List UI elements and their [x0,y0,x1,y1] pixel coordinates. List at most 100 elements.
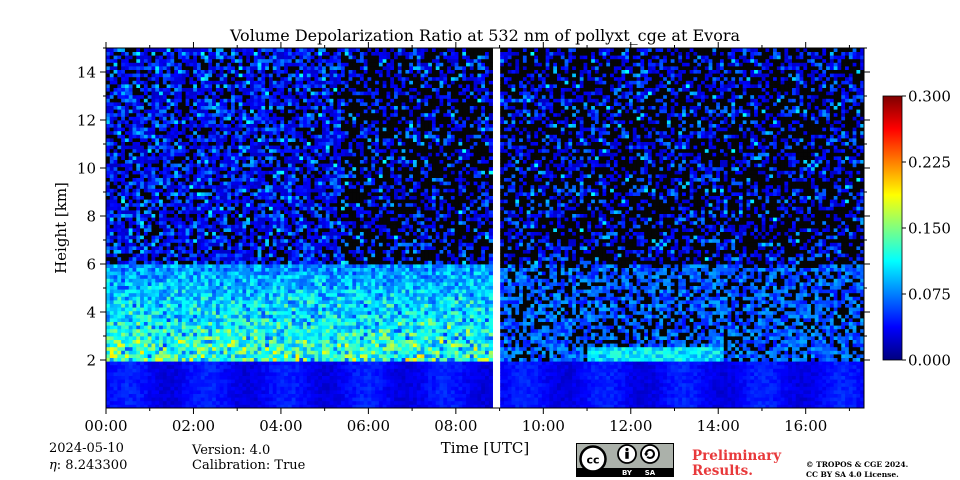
heatmap-cell [121,138,126,142]
heatmap-cell [261,256,266,261]
heatmap-cell [109,249,114,254]
heatmap-cell [215,364,221,369]
heatmap-cell [174,228,179,232]
heatmap-cell [265,109,270,114]
heatmap-cell [132,307,137,312]
heatmap-cell [265,238,270,243]
heatmap-cell [181,397,186,402]
heatmap-cell [117,127,122,132]
heatmap-cell [208,382,213,387]
heatmap-cell [265,397,270,402]
heatmap-cell [231,170,236,175]
heatmap-cell [234,66,240,70]
heatmap-cell [231,48,236,52]
heatmap-cell [208,76,213,81]
heatmap-cell [250,289,255,294]
heatmap-cell [143,282,149,286]
heatmap-cell [227,325,232,330]
heatmap-cell [238,390,243,394]
heatmap-cell [155,274,160,279]
heatmap-cell [166,58,171,63]
heatmap-cell [136,253,141,258]
heatmap-cell [246,163,251,168]
heatmap-cell [276,325,281,330]
heatmap-cell [159,238,164,243]
heatmap-cell [178,102,183,106]
heatmap-cell [219,58,224,63]
heatmap-cell [181,127,186,132]
heatmap-cell [223,382,228,387]
heatmap-cell [200,289,205,294]
heatmap-cell [223,152,228,157]
heatmap-cell [231,192,236,196]
heatmap-cell [185,282,190,286]
heatmap-cell [117,199,122,204]
heatmap-cell [284,318,289,322]
heatmap-cell [132,228,137,232]
heatmap-cell [170,346,175,351]
heatmap-cell [143,318,149,322]
heatmap-cell [143,130,149,135]
heatmap-cell [287,152,293,157]
heatmap-cell [193,202,198,207]
heatmap-cell [215,84,221,88]
heatmap-cell [268,213,274,218]
heatmap-cell [212,127,217,132]
heatmap-cell [219,364,224,369]
heatmap-cell [128,260,133,265]
heatmap-cell [265,220,270,225]
heatmap-cell [200,210,205,214]
heatmap-cell [276,138,281,142]
heatmap-cell [155,379,160,384]
heatmap-cell [166,87,171,92]
heatmap-cell [246,253,251,258]
heatmap-cell [284,310,289,315]
heatmap-cell [200,260,205,265]
heatmap-cell [151,55,156,60]
heatmap-cell [117,206,122,211]
heatmap-cell [268,346,274,351]
heatmap-cell [170,220,175,225]
heatmap-cell [212,141,217,146]
heatmap-cell [227,404,232,409]
heatmap-cell [242,253,247,258]
heatmap-cell [234,91,240,96]
heatmap-cell [212,159,217,164]
heatmap-cell [227,289,232,294]
heatmap-cell [257,300,262,304]
heatmap-cell [287,184,293,189]
heatmap-cell [136,170,141,175]
heatmap-cell [151,300,156,304]
heatmap-cell [242,379,247,384]
heatmap-cell [121,249,126,254]
heatmap-cell [268,192,274,196]
heatmap-cell [272,188,277,193]
heatmap-cell [265,141,270,146]
heatmap-cell [276,343,281,348]
heatmap-cell [128,141,133,146]
heatmap-cell [276,66,281,70]
heatmap-cell [121,130,126,135]
heatmap-cell [143,51,149,56]
heatmap-cell [174,256,179,261]
heatmap-cell [204,156,209,160]
heatmap-cell [268,249,274,254]
heatmap-cell [151,156,156,160]
heatmap-cell [272,148,277,153]
heatmap-cell [117,271,122,276]
heatmap-cell [193,296,198,301]
heatmap-cell [265,66,270,70]
heatmap-cell [287,213,293,218]
heatmap-cell [178,166,183,171]
heatmap-cell [272,192,277,196]
heatmap-cell [178,112,183,117]
heatmap-cell [223,76,228,81]
heatmap-cell [212,379,217,384]
heatmap-cell [121,87,126,92]
heatmap-cell [109,87,114,92]
heatmap-cell [250,300,255,304]
heatmap-cell [227,62,232,67]
heatmap-cell [212,210,217,214]
heatmap-cell [200,174,205,178]
heatmap-cell [261,282,266,286]
